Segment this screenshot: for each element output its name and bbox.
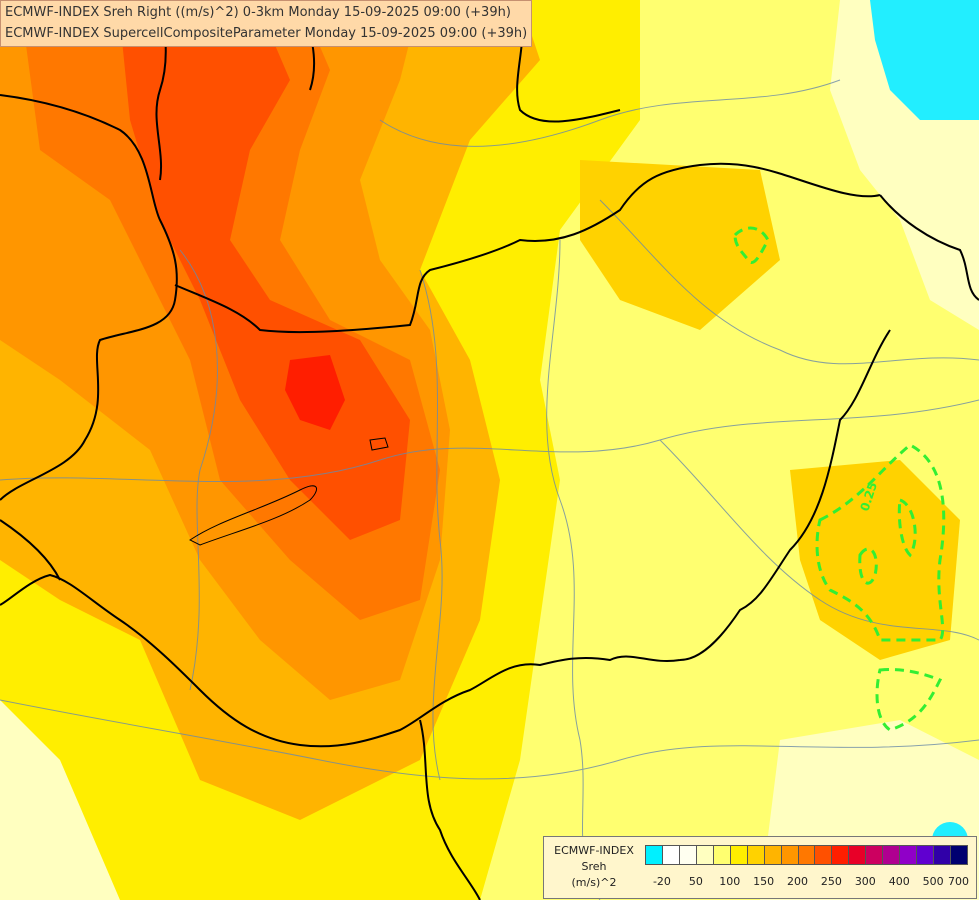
- legend-swatch: [645, 845, 663, 865]
- legend-swatch: [661, 845, 680, 865]
- legend-tick-label: 400: [888, 875, 910, 888]
- legend-swatch: [729, 845, 748, 865]
- legend-swatch: [814, 845, 833, 865]
- legend-swatch: [746, 845, 765, 865]
- legend-title: ECMWF-INDEX: [554, 844, 634, 857]
- legend-unit: (m/s)^2: [571, 876, 617, 889]
- legend-swatch: [712, 845, 731, 865]
- legend-swatch: [797, 845, 816, 865]
- legend-tick-label: 150: [753, 875, 775, 888]
- legend-swatch: [780, 845, 799, 865]
- legend-swatch: [882, 845, 901, 865]
- header-line-2: ECMWF-INDEX SupercellCompositeParameter …: [5, 26, 528, 41]
- legend-variable: Sreh: [581, 860, 607, 873]
- legend-swatch: [865, 845, 884, 865]
- legend-tick-label: 50: [688, 875, 703, 888]
- legend-swatch: [916, 845, 935, 865]
- header-line-1: ECMWF-INDEX Sreh Right ((m/s)^2) 0-3km M…: [5, 5, 511, 20]
- legend-swatch: [933, 845, 952, 865]
- legend-swatch: [695, 845, 714, 865]
- legend-tick-label: 100: [719, 875, 741, 888]
- legend-tick-label: 200: [787, 875, 809, 888]
- legend-swatch: [950, 845, 968, 865]
- legend-swatch: [763, 845, 782, 865]
- legend-tick-label: -20: [652, 875, 671, 888]
- color-legend: ECMWF-INDEX Sreh (m/s)^2 -20 50 100 150 200 2…: [543, 836, 977, 899]
- legend-tick-label: 300: [854, 875, 876, 888]
- map-header: ECMWF-INDEX Sreh Right ((m/s)^2) 0-3km M…: [0, 0, 533, 47]
- legend-tick-label: 250: [820, 875, 842, 888]
- legend-swatch: [678, 845, 697, 865]
- legend-swatch: [899, 845, 918, 865]
- legend-swatch: [831, 845, 850, 865]
- legend-swatch: [848, 845, 867, 865]
- legend-tick-label: 500: [922, 875, 944, 888]
- legend-tick-label: 700: [948, 875, 970, 888]
